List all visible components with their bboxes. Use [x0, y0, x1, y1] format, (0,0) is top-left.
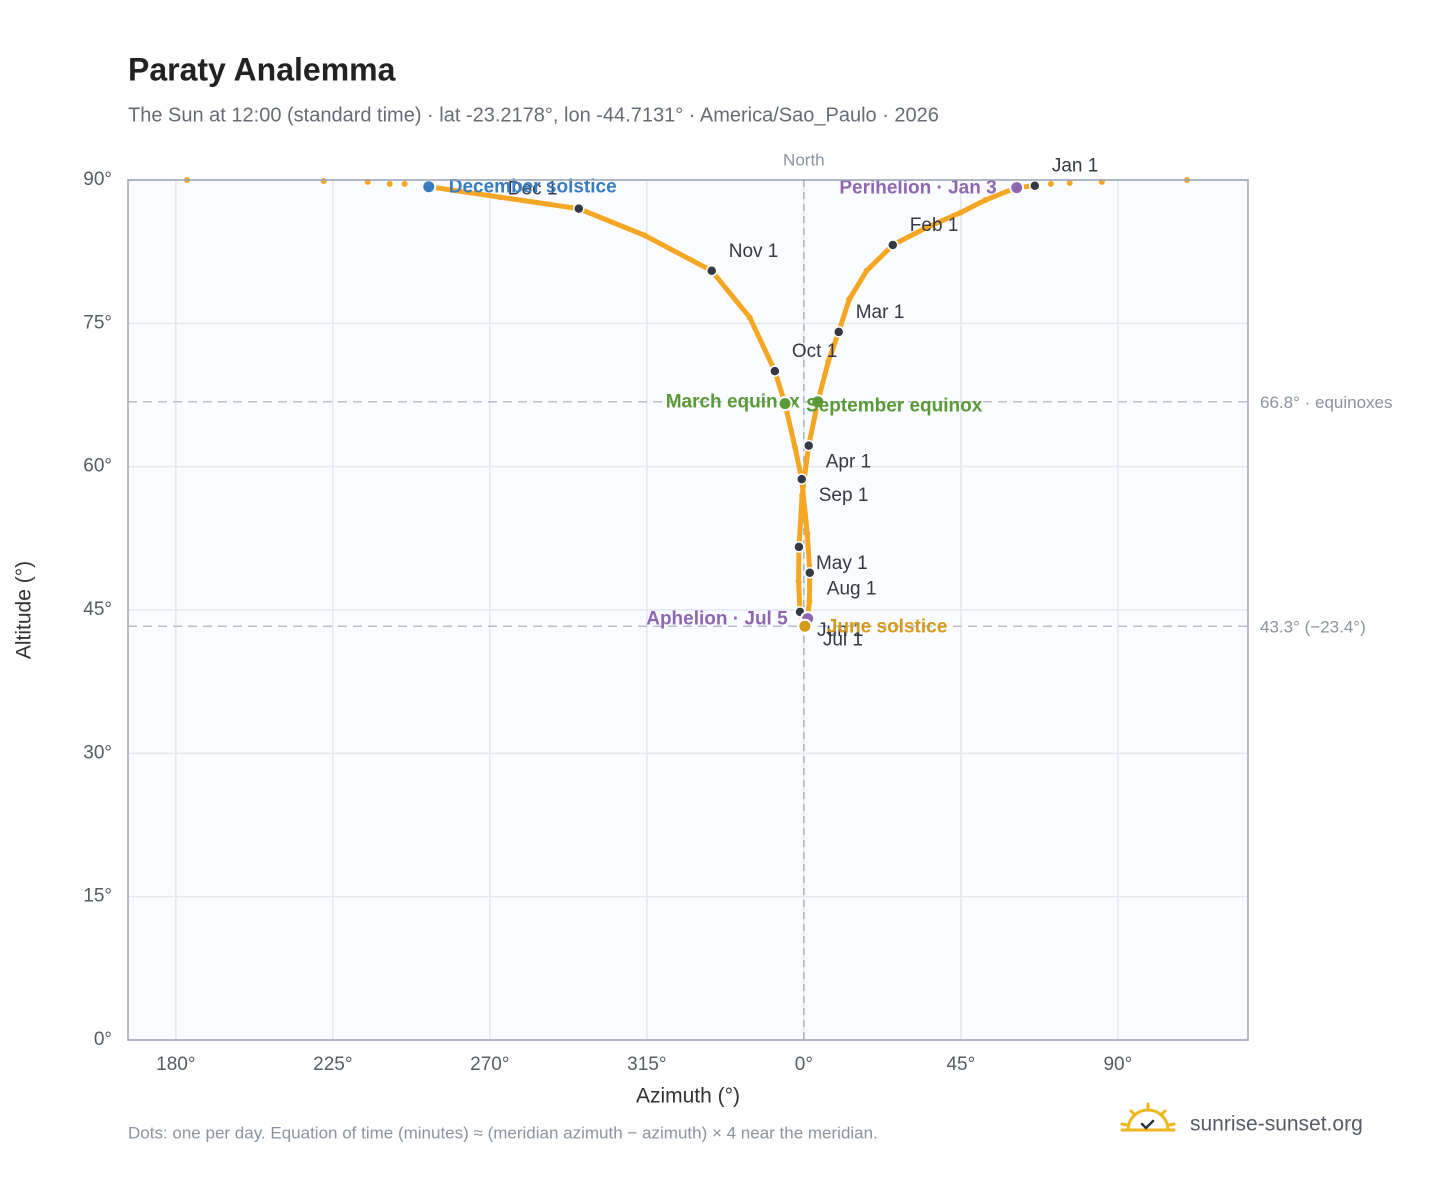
chart-title: Paraty Analemma [128, 51, 396, 87]
month-label: May 1 [816, 553, 868, 574]
month-marker [573, 202, 585, 215]
x-axis-title: Azimuth (°) [636, 1085, 740, 1108]
x-tick-label: 90° [1103, 1054, 1132, 1075]
daily-dot [320, 177, 327, 184]
month-label: Nov 1 [729, 241, 779, 262]
reference-label: 43.3° (−23.4°) [1260, 618, 1366, 637]
x-tick-label: 45° [946, 1054, 975, 1075]
month-label: Aug 1 [827, 579, 877, 600]
month-marker [887, 239, 899, 251]
month-marker [832, 326, 845, 338]
y-tick-label: 60° [83, 456, 112, 477]
event-label: March equinox [666, 392, 801, 413]
month-label: Sep 1 [819, 485, 869, 506]
daily-dot [846, 296, 853, 303]
y-tick-label: 15° [83, 886, 112, 907]
x-tick-label: 315° [627, 1054, 666, 1075]
event-marker [797, 618, 813, 634]
y-tick-label: 90° [83, 169, 112, 190]
chart-subtitle: The Sun at 12:00 (standard time) · lat -… [128, 104, 939, 126]
event-label: Perihelion · Jan 3 [839, 178, 996, 199]
x-tick-label: 0° [795, 1054, 813, 1075]
daily-dot [863, 267, 870, 274]
y-tick-label: 45° [83, 599, 112, 620]
month-label: Feb 1 [910, 215, 959, 236]
month-label: Dec 1 [508, 179, 558, 200]
y-axis-title: Altitude (°) [13, 561, 36, 659]
meridian-label: North [783, 150, 825, 169]
month-label: Oct 1 [792, 341, 837, 362]
plot-frame [127, 179, 1249, 1041]
month-marker [793, 541, 805, 553]
daily-dot [497, 194, 504, 201]
footnote: Dots: one per day. Equation of time (min… [128, 1123, 878, 1142]
daily-dot [982, 197, 989, 204]
daily-dot [1047, 180, 1054, 187]
event-marker [777, 396, 793, 412]
daily-dot [792, 444, 799, 451]
daily-dot [957, 209, 964, 216]
brand-logo [1120, 1102, 1176, 1132]
y-tick-label: 0° [94, 1029, 112, 1050]
month-label: Jan 1 [1052, 156, 1098, 177]
daily-dot [806, 598, 813, 605]
daily-dot [1066, 179, 1073, 186]
daily-dot [922, 224, 929, 231]
month-marker [795, 473, 808, 485]
daily-dot [795, 578, 802, 585]
reference-label: 66.8° · equinoxes [1260, 393, 1393, 412]
y-tick-label: 75° [83, 312, 112, 333]
daily-dot [746, 314, 753, 321]
daily-dot [386, 180, 393, 187]
month-marker [769, 365, 781, 377]
month-marker [802, 439, 815, 452]
event-marker [810, 394, 826, 410]
x-tick-label: 225° [313, 1054, 352, 1075]
daily-dot [401, 180, 408, 187]
month-label: Jun 1 [817, 620, 863, 641]
x-tick-label: 180° [156, 1054, 195, 1075]
event-label: Aphelion · Jul 5 [646, 609, 788, 630]
y-tick-label: 30° [83, 742, 112, 763]
month-marker [1029, 179, 1041, 192]
event-label: December solstice [449, 177, 617, 198]
month-label: Jul 1 [823, 629, 863, 650]
month-marker [804, 566, 816, 579]
brand-name: sunrise-sunset.org [1190, 1113, 1363, 1136]
event-marker [1009, 180, 1025, 196]
month-marker [705, 265, 718, 277]
daily-dot [804, 530, 811, 537]
event-label: September equinox [806, 396, 983, 417]
event-marker [421, 179, 437, 195]
x-tick-label: 270° [470, 1054, 509, 1075]
daily-dot [825, 358, 832, 365]
month-label: Apr 1 [826, 452, 871, 473]
daily-dot [641, 232, 648, 239]
daily-dot [799, 492, 806, 499]
event-label: June solstice [827, 616, 947, 637]
month-label: Mar 1 [856, 302, 905, 323]
